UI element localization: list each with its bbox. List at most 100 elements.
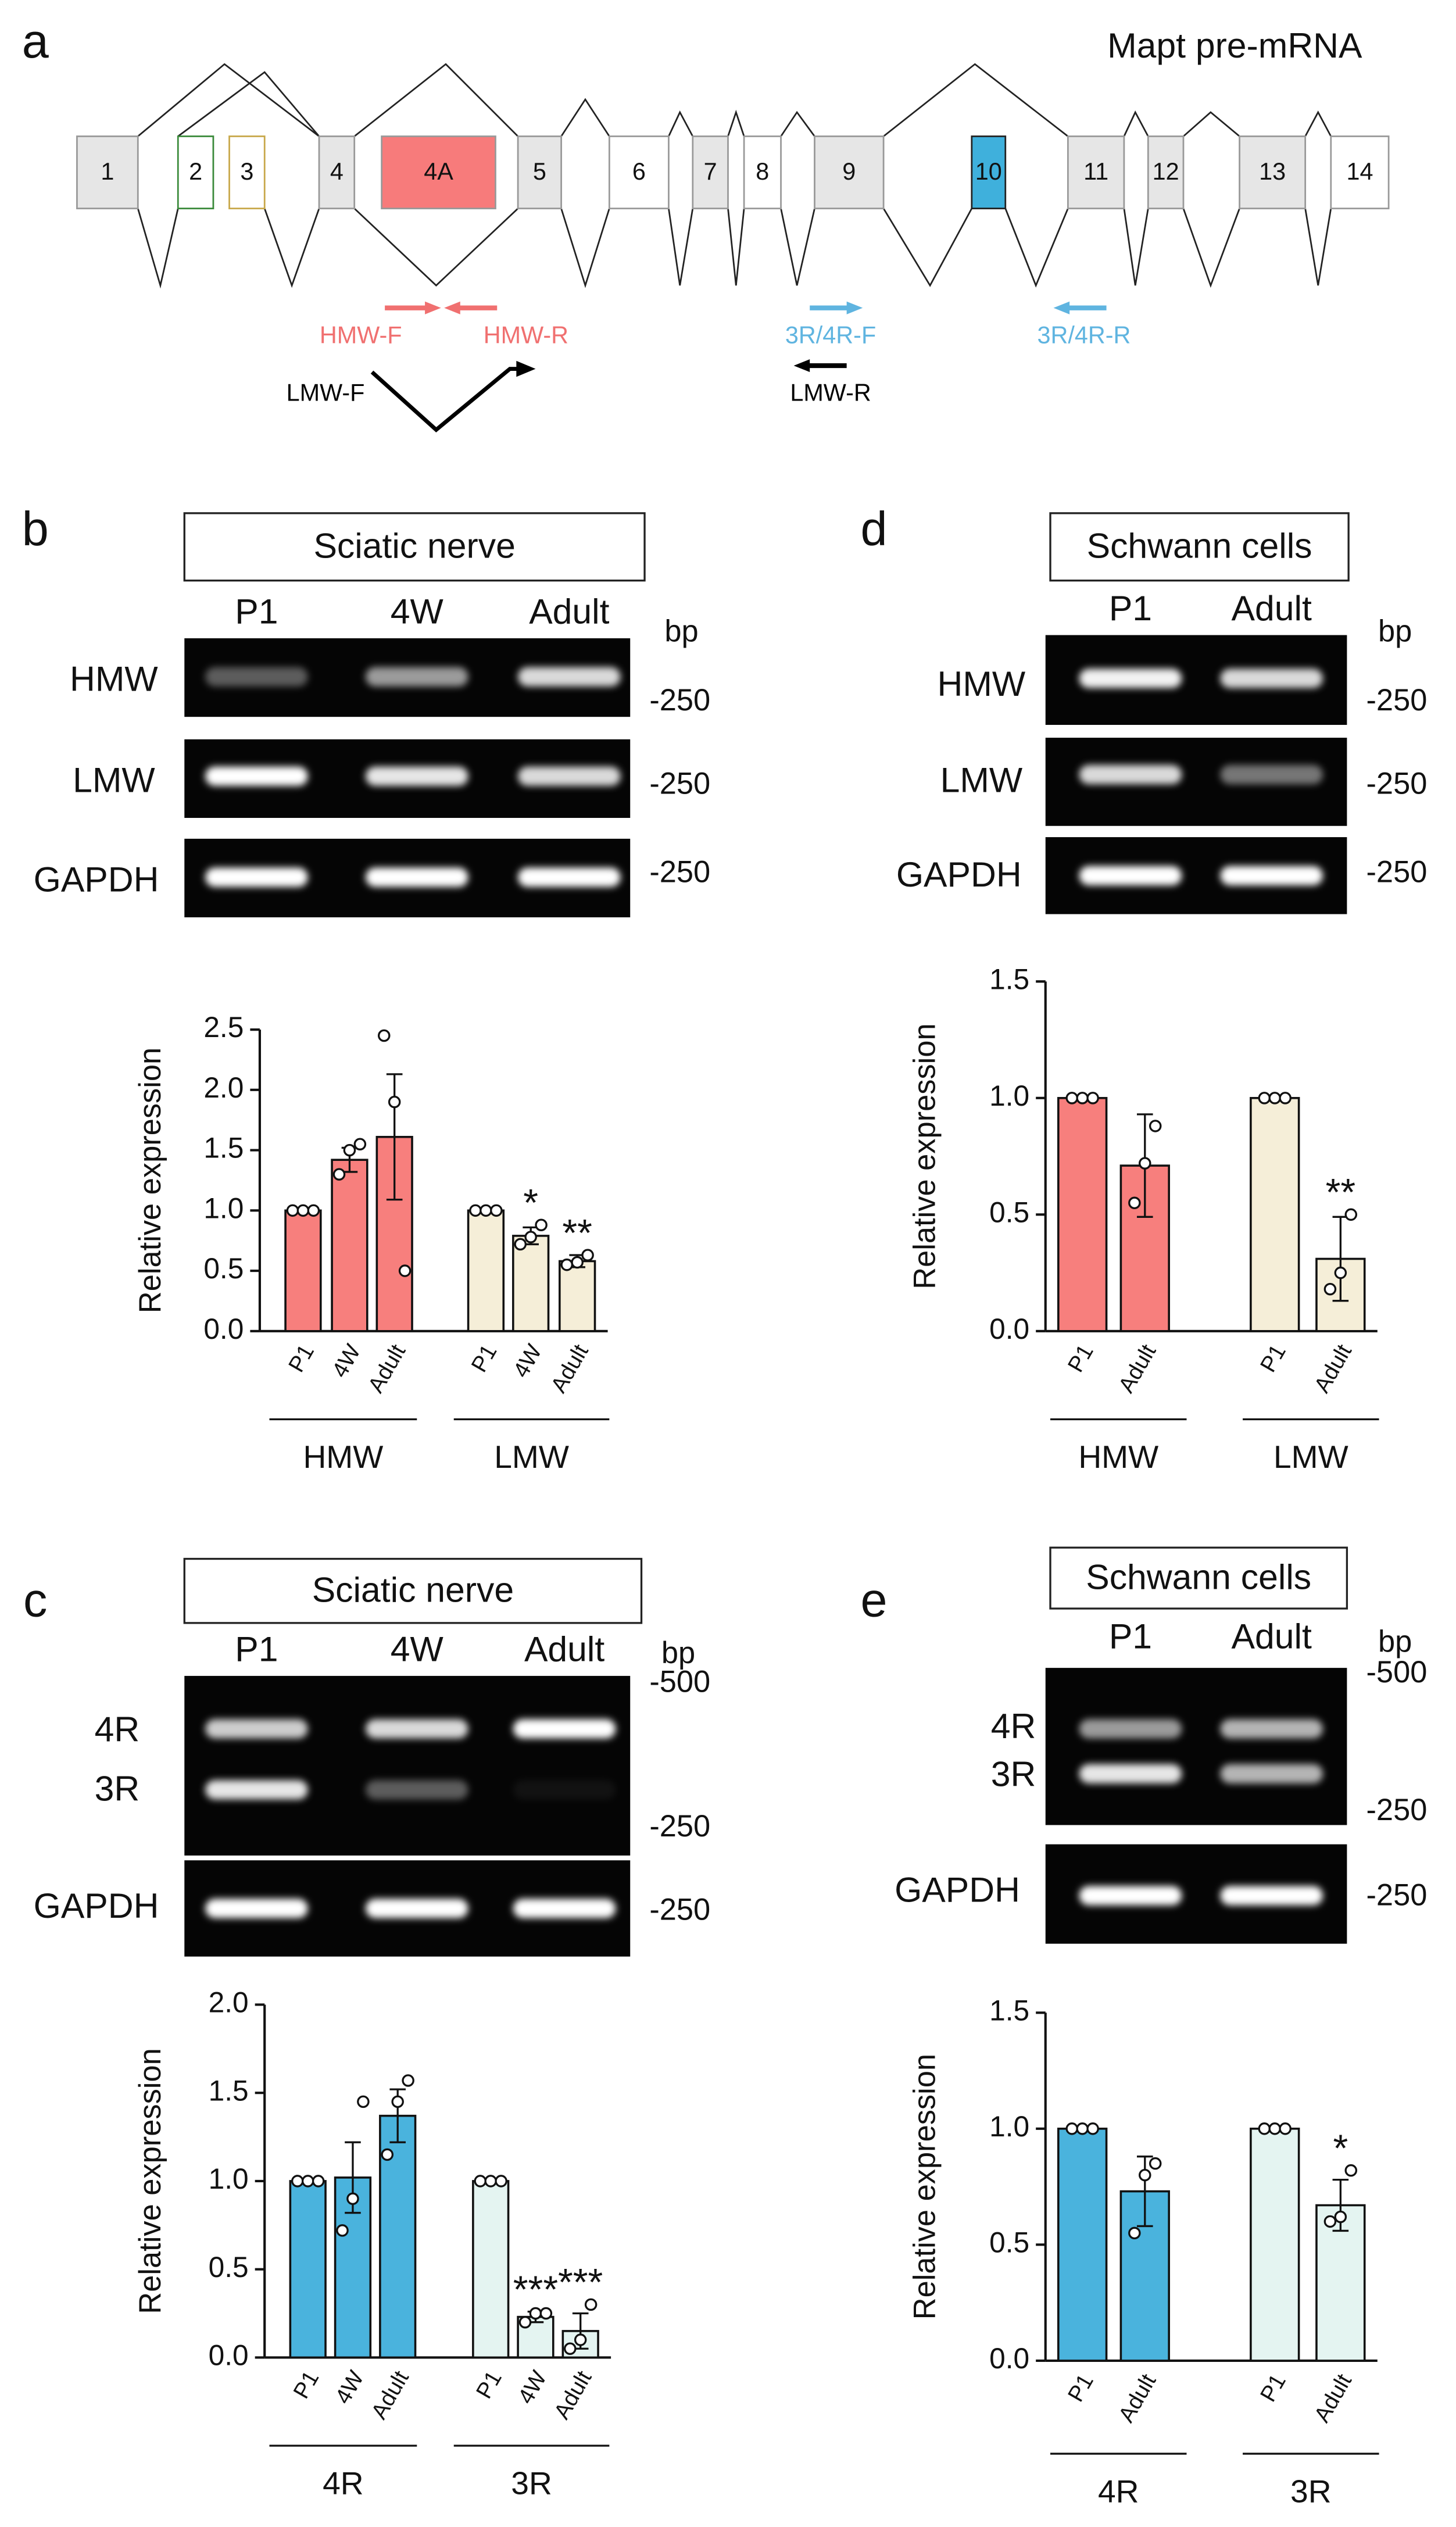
primer-label: LMW-R (790, 380, 871, 406)
size-marker: -500 (1366, 1656, 1427, 1689)
size-marker: -250 (1366, 855, 1427, 889)
gel-title: Sciatic nerve (313, 526, 515, 566)
bar (1250, 1097, 1300, 1332)
gel-band (366, 766, 468, 786)
gel-band (513, 1899, 616, 1918)
data-point (480, 1204, 492, 1217)
data-point (1334, 1266, 1347, 1279)
lane-label: Adult (529, 592, 609, 631)
gel-band (1079, 669, 1182, 688)
y-tick-label: 0.5 (989, 2226, 1029, 2258)
significance: ** (1326, 1171, 1356, 1214)
lmw-f-primer (370, 360, 536, 433)
gel-band (1079, 1886, 1182, 1906)
gel-band (366, 1780, 468, 1800)
gel-title: Schwann cells (1086, 1557, 1311, 1596)
primer-label: HMW-F (320, 321, 402, 348)
group-label: HMW (303, 1439, 383, 1475)
gel-band (366, 1719, 468, 1739)
row-label: GAPDH (34, 1886, 159, 1925)
data-point (581, 1249, 594, 1261)
gel-band (205, 667, 308, 687)
data-point (1128, 1196, 1141, 1210)
data-point (1139, 1157, 1151, 1170)
exon-label: 2 (189, 158, 202, 185)
y-tick-label: 1.5 (203, 1132, 244, 1164)
data-point (353, 1138, 367, 1150)
exon (814, 135, 885, 210)
x-tick-label: P1 (471, 2367, 507, 2403)
bar (284, 1209, 322, 1332)
data-point (484, 2175, 497, 2188)
lane-label: 4W (391, 1629, 444, 1669)
exon-label: 4 (330, 158, 344, 185)
gel-band (1220, 764, 1323, 785)
lane-label: Adult (1232, 1616, 1312, 1656)
gel-band (205, 766, 308, 786)
gel-title: Sciatic nerve (312, 1570, 514, 1609)
x-tick-label: Adult (1114, 2369, 1161, 2426)
data-point (1128, 2226, 1141, 2240)
y-tick-label: 0.5 (203, 1252, 244, 1285)
data-point (539, 2307, 553, 2320)
bar (1057, 2128, 1108, 2362)
size-marker: -250 (1366, 1793, 1427, 1827)
y-tick-label: 2.0 (209, 1986, 249, 2019)
gel-band (513, 1719, 616, 1739)
gel-band (205, 1719, 308, 1739)
row-label: GAPDH (895, 1870, 1020, 1909)
gel-band (366, 1899, 468, 1918)
row-label: 4R (991, 1706, 1036, 1746)
exon-label: 8 (756, 158, 769, 185)
data-point (1139, 2168, 1151, 2182)
y-tick-label: 0.0 (203, 1313, 244, 1345)
row-label: LMW (940, 760, 1023, 799)
exon (1147, 135, 1185, 210)
lane-label: 4W (391, 592, 444, 631)
lane-label: P1 (235, 592, 278, 631)
primer-arrow-head (793, 359, 810, 373)
y-tick-label: 1.5 (209, 2074, 249, 2107)
exon-label: 10 (975, 158, 1002, 185)
y-tick-label: 1.0 (203, 1192, 244, 1224)
gel-band (1220, 669, 1323, 688)
y-axis-label: Relative expression (134, 1048, 167, 1313)
exon (743, 135, 782, 210)
y-axis-label: Relative expression (908, 2054, 942, 2319)
data-point (381, 2148, 394, 2161)
x-tick-label: Adult (367, 2367, 414, 2424)
group-label: LMW (494, 1439, 569, 1475)
y-tick-label: 1.0 (989, 2110, 1029, 2143)
x-tick-label: Adult (363, 1340, 410, 1397)
data-point (1065, 2122, 1079, 2135)
row-label: GAPDH (896, 855, 1022, 894)
exon-label: 11 (1083, 158, 1108, 185)
gel-image (1045, 1668, 1347, 1825)
gel-band (366, 867, 468, 887)
y-axis-label: Relative expression (908, 1023, 942, 1289)
primer-arrow-head (1053, 301, 1070, 314)
data-point (1268, 1092, 1282, 1105)
size-marker: -250 (1366, 1878, 1427, 1912)
title-box (1049, 512, 1350, 582)
x-tick-label: P1 (289, 2367, 324, 2403)
bar (331, 1159, 369, 1332)
lane-label: P1 (235, 1629, 278, 1669)
group-label: 4R (1098, 2473, 1139, 2509)
size-marker: -250 (1366, 767, 1427, 801)
row-label: 3R (95, 1769, 140, 1808)
x-tick-label: Adult (1310, 1340, 1357, 1397)
data-point (514, 1238, 527, 1251)
data-point (1149, 1120, 1162, 1132)
bar (559, 1260, 596, 1332)
gel-band (1079, 866, 1182, 885)
data-point (490, 1204, 503, 1217)
panel-label: c (23, 1573, 47, 1627)
y-tick-label: 0.5 (989, 1196, 1029, 1228)
data-point (571, 1256, 584, 1269)
title-box (1049, 1546, 1348, 1610)
data-point (1076, 2122, 1089, 2135)
data-point (332, 1168, 346, 1181)
